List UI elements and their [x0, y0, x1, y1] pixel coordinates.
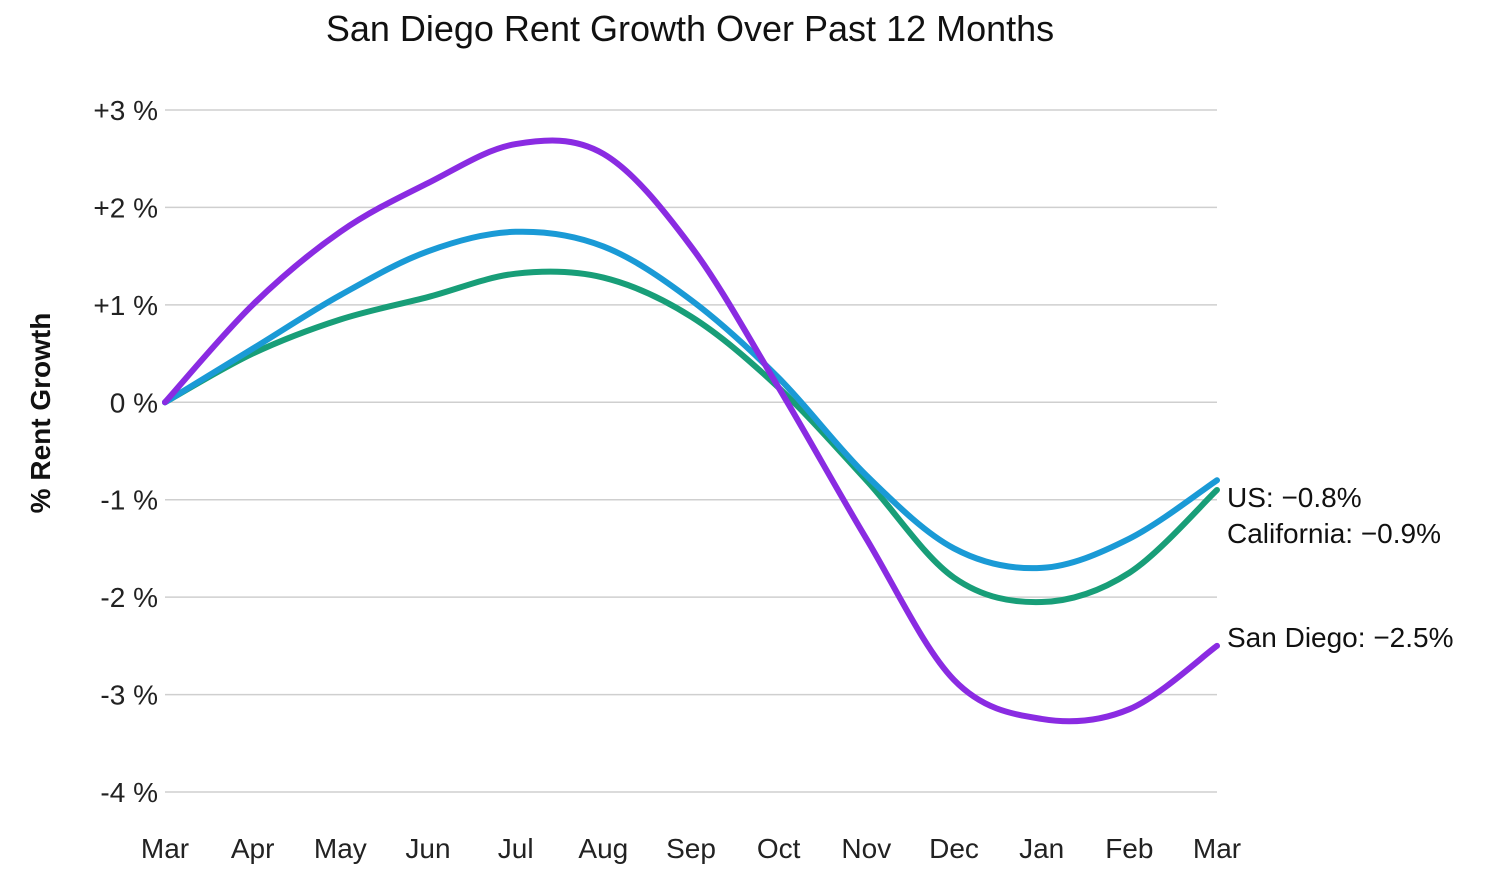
x-tick-label: Aug	[578, 833, 628, 864]
y-axis-label: % Rent Growth	[25, 313, 56, 514]
x-tick-label: Jun	[405, 833, 450, 864]
x-tick-label: Jul	[498, 833, 534, 864]
y-tick-label: +2 %	[93, 192, 158, 223]
x-tick-label: May	[314, 833, 367, 864]
y-tick-label: -2 %	[100, 582, 158, 613]
y-tick-label: -1 %	[100, 485, 158, 516]
series-lines	[162, 137, 1220, 725]
series-line-us	[162, 228, 1220, 572]
series-line-san-diego	[162, 137, 1220, 725]
end-label-california: California: −0.9%	[1227, 518, 1441, 549]
y-tick-label: +3 %	[93, 95, 158, 126]
y-tick-label: -4 %	[100, 777, 158, 808]
end-label-us: US: −0.8%	[1227, 482, 1362, 513]
y-tick-label: -3 %	[100, 680, 158, 711]
grid-lines	[165, 109, 1217, 793]
x-tick-label: Mar	[141, 833, 189, 864]
x-tick-label: Mar	[1193, 833, 1241, 864]
x-tick-labels: Mar Apr May Jun Jul Aug Sep Oct Nov Dec Jan Feb Mar	[141, 833, 1241, 864]
y-tick-label: 0 %	[110, 387, 158, 418]
chart-title: San Diego Rent Growth Over Past 12 Month…	[326, 8, 1054, 49]
y-tick-labels: +3 % +2 % +1 % 0 % -1 % -2 % -3 % -4 %	[93, 95, 158, 808]
x-tick-label: Sep	[666, 833, 716, 864]
x-tick-label: Nov	[841, 833, 891, 864]
x-tick-label: Apr	[231, 833, 275, 864]
y-tick-label: +1 %	[93, 290, 158, 321]
x-tick-label: Dec	[929, 833, 979, 864]
end-labels: US: −0.8% California: −0.9% San Diego: −2.…	[1227, 482, 1454, 653]
end-label-san-diego: San Diego: −2.5%	[1227, 622, 1454, 653]
x-tick-label: Oct	[757, 833, 801, 864]
x-tick-label: Jan	[1019, 833, 1064, 864]
x-tick-label: Feb	[1105, 833, 1153, 864]
series-line-california	[162, 268, 1220, 606]
